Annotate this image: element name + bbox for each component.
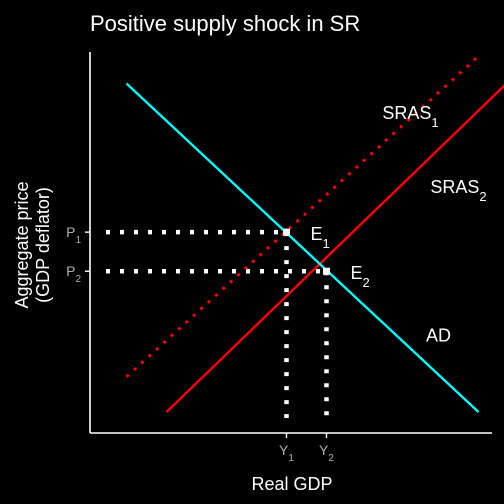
- x-tick-label-2: Y2: [319, 442, 334, 464]
- x-axis-label: Real GDP: [251, 474, 332, 494]
- equilibrium-label-1: E1: [311, 224, 330, 251]
- y-axis-label: Aggregate price (GDP deflator): [12, 181, 53, 308]
- x-tick-label-1: Y1: [279, 442, 294, 464]
- series-line-sras2: [165, 84, 504, 413]
- chart-title: Positive supply shock in SR: [90, 11, 360, 36]
- equilibrium-label-2: E2: [351, 263, 370, 290]
- equilibrium-point-1: [283, 228, 290, 236]
- plot-area: E1 E2 SRAS1 SRAS2 AD Y1 Y2 P1 P2: [66, 52, 504, 464]
- y-axis-label-line1: Aggregate price: [12, 181, 32, 308]
- equilibrium-point-2: [323, 267, 330, 275]
- curve-label-ad: AD: [426, 326, 451, 346]
- curve-label-sras1: SRAS1: [382, 103, 438, 130]
- y-axis-label-line2: (GDP deflator): [33, 187, 53, 303]
- y-tick-label-1: P1: [66, 224, 81, 246]
- series-line-ad: [125, 82, 480, 413]
- curve-label-sras2: SRAS2: [430, 177, 486, 204]
- y-tick-label-2: P2: [66, 263, 81, 285]
